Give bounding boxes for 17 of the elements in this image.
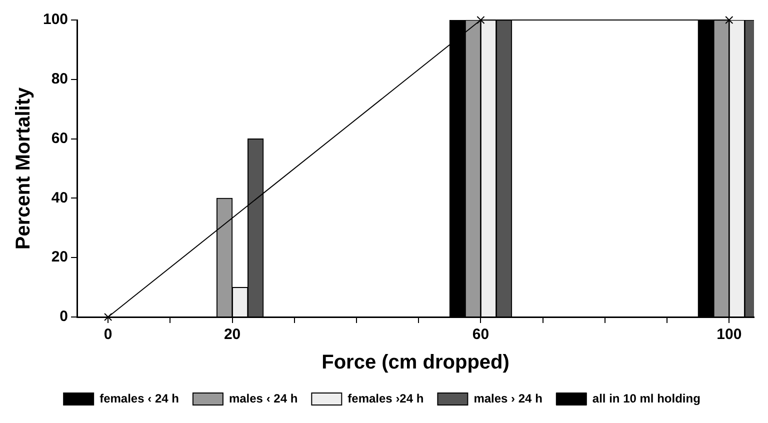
y-tick-label: 0 <box>60 308 68 326</box>
y-tick-label: 80 <box>51 70 68 88</box>
legend-label: females ›24 h <box>348 391 424 406</box>
x-tick-label: 60 <box>472 326 490 344</box>
y-axis-title: Percent Mortality <box>12 86 35 250</box>
legend-label: females ‹ 24 h <box>100 391 179 406</box>
legend-label: males › 24 h <box>474 391 542 406</box>
legend-label: all in 10 ml holding <box>592 391 700 406</box>
y-tick-label: 100 <box>42 11 68 28</box>
x-tick-label: 20 <box>224 326 241 344</box>
x-axis-title: Force (cm dropped) <box>322 352 510 374</box>
y-tick-label: 60 <box>51 130 68 147</box>
x-tick-label: 0 <box>104 326 112 344</box>
x-tick-label: 100 <box>716 326 742 344</box>
y-tick-label: 20 <box>51 248 68 266</box>
legend-label: males ‹ 24 h <box>228 391 298 406</box>
y-tick-label: 40 <box>51 189 68 206</box>
